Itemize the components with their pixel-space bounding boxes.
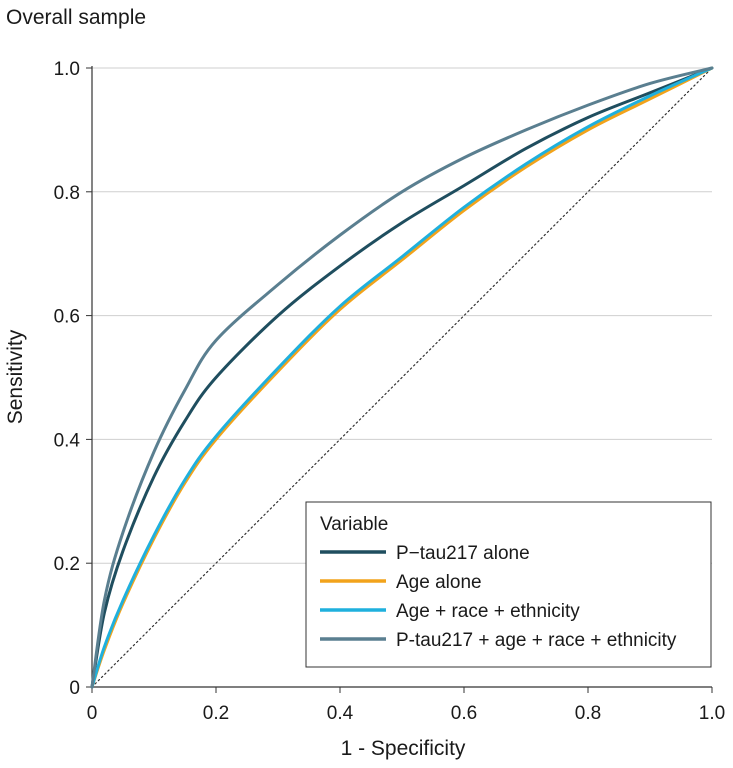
x-tick-label: 0.4 xyxy=(327,703,354,724)
series-line-3 xyxy=(90,66,714,689)
x-tick-label: 1.0 xyxy=(699,703,725,724)
x-axis-title: 1 - Specificity xyxy=(341,737,466,760)
y-tick-label: 0.2 xyxy=(54,554,80,575)
y-tick-labels: 0 0.2 0.4 0.6 0.8 1.0 xyxy=(54,59,81,699)
chance-line xyxy=(91,67,713,688)
y-tick-label: 0.4 xyxy=(54,430,81,451)
legend: Variable P−tau217 alone Age alone Age + ra… xyxy=(305,501,712,668)
y-tick-label: 0 xyxy=(69,678,80,699)
legend-label: Age alone xyxy=(396,572,482,593)
chart-title: Overall sample xyxy=(6,6,146,29)
x-tick-label: 0.6 xyxy=(451,703,477,724)
legend-label: P−tau217 alone xyxy=(396,543,530,564)
y-tick-label: 1.0 xyxy=(54,59,80,80)
x-tick-label: 0.8 xyxy=(575,703,601,724)
legend-items: P−tau217 alone Age alone Age + race + ethn… xyxy=(320,543,677,651)
legend-label: Age + race + ethnicity xyxy=(396,601,580,622)
legend-title: Variable xyxy=(320,514,388,535)
series-lines xyxy=(90,66,714,689)
legend-label: P-tau217 + age + race + ethnicity xyxy=(396,630,677,651)
reference-diagonal xyxy=(91,67,713,688)
series-line-4 xyxy=(90,66,714,689)
series-line-1 xyxy=(90,66,714,689)
y-tick-label: 0.8 xyxy=(54,183,80,204)
x-tick-label: 0 xyxy=(87,703,98,724)
gridlines xyxy=(92,67,712,564)
x-tick-label: 0.2 xyxy=(203,703,229,724)
y-axis-title: Sensitivity xyxy=(4,329,27,424)
x-tick-labels: 0 0.2 0.4 0.6 0.8 1.0 xyxy=(87,703,726,724)
y-tick-label: 0.6 xyxy=(54,307,80,328)
